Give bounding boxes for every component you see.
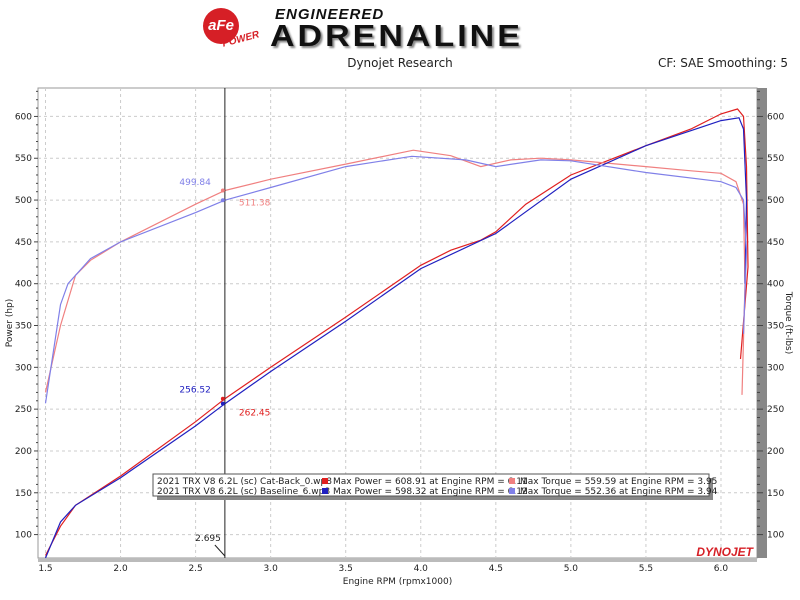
right-axis-bar: [757, 88, 767, 558]
cursor-value-base_torque: 499.84: [179, 178, 211, 188]
y2-tick-label: 250: [767, 405, 784, 415]
y2-tick-label: 600: [767, 112, 784, 122]
cursor-marker-cat_torque: [220, 188, 225, 193]
x-tick-label: 3.5: [339, 564, 353, 574]
y-tick-label: 400: [15, 280, 32, 290]
y2-axis-label: Torque (ft-lbs): [783, 291, 793, 355]
cursor-value-cat_torque: 511.38: [239, 199, 271, 209]
cursor-marker-base_torque: [220, 198, 225, 203]
x-tick-label: 5.0: [564, 564, 579, 574]
x-tick-label: 5.5: [639, 564, 653, 574]
y-tick-label: 500: [15, 196, 32, 206]
y2-tick-label: 500: [767, 196, 784, 206]
y2-tick-label: 400: [767, 280, 784, 290]
x-tick-label: 6.0: [714, 564, 729, 574]
series-line-base_power: [44, 117, 748, 559]
y2-tick-label: 450: [767, 238, 784, 248]
legend-swatch-power: [322, 488, 328, 494]
legend-max-torque: Max Torque = 559.59 at Engine RPM = 3.95: [520, 477, 717, 487]
legend-file: 2021 TRX V8 6.2L (sc) Baseline_6.wp8: [157, 487, 330, 497]
logo-adrenaline: ADRENALINE: [270, 18, 523, 54]
legend-swatch-torque: [509, 478, 515, 484]
y-tick-label: 350: [15, 322, 32, 332]
legend-file: 2021 TRX V8 6.2L (sc) Cat-Back_0.wp8: [157, 477, 332, 487]
y-tick-label: 450: [15, 238, 32, 248]
cursor-arrow: [214, 544, 226, 557]
x-tick-label: 2.0: [113, 564, 128, 574]
afe-logo-badge: aFe: [203, 8, 239, 44]
dynojet-logo: DYNOJET: [696, 545, 754, 559]
y2-tick-label: 200: [767, 447, 784, 457]
y-tick-label: 550: [15, 154, 32, 164]
cursor-value-base_power: 256.52: [179, 386, 211, 396]
correction-factor: CF: SAE Smoothing: 5: [657, 56, 788, 70]
header: aFe POWER ENGINEERED ADRENALINE Dynojet …: [0, 0, 800, 80]
legend-box: [152, 473, 710, 497]
cursor-marker-base_power: [220, 401, 225, 406]
y-tick-label: 150: [15, 489, 32, 499]
x-tick-label: 1.5: [38, 564, 52, 574]
cursor-marker-cat_power: [220, 396, 225, 401]
legend-max-power: Max Power = 608.91 at Engine RPM = 6.11: [333, 477, 528, 487]
y2-tick-label: 150: [767, 489, 784, 499]
y-tick-label: 300: [15, 363, 32, 373]
y-tick-label: 600: [15, 112, 32, 122]
y2-tick-label: 350: [767, 322, 784, 332]
cursor-value-cat_power: 262.45: [239, 409, 270, 419]
series-line-base_torque: [44, 155, 748, 404]
x-tick-label: 3.0: [263, 564, 278, 574]
series-line-cat_power: [44, 108, 749, 556]
y-tick-label: 250: [15, 405, 32, 415]
logo-engineered: ENGINEERED: [275, 6, 385, 23]
x-tick-label: 4.0: [414, 564, 429, 574]
chart-subtitle: Dynojet Research: [347, 56, 453, 70]
x-tick-label: 4.5: [489, 564, 503, 574]
bottom-axis-bar: [38, 558, 757, 562]
legend-swatch-torque: [509, 488, 515, 494]
y-axis-label: Power (hp): [5, 299, 15, 348]
legend-max-power: Max Power = 598.32 at Engine RPM = 6.12: [333, 487, 528, 497]
legend-max-torque: Max Torque = 552.36 at Engine RPM = 3.94: [520, 487, 718, 497]
x-axis-label: Engine RPM (rpmx1000): [343, 577, 452, 587]
y2-tick-label: 550: [767, 154, 784, 164]
legend-swatch-power: [322, 478, 328, 484]
cursor-x-label: 2.695: [195, 534, 221, 544]
y2-tick-label: 100: [767, 531, 784, 541]
y-tick-label: 200: [15, 447, 32, 457]
y2-tick-label: 300: [767, 363, 784, 373]
series-line-cat_torque: [44, 149, 746, 395]
x-tick-label: 2.5: [188, 564, 202, 574]
y-tick-label: 100: [15, 531, 32, 541]
